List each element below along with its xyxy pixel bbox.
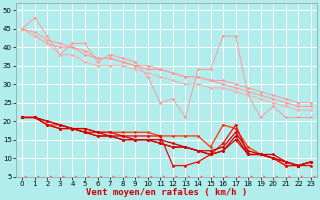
X-axis label: Vent moyen/en rafales ( km/h ): Vent moyen/en rafales ( km/h ) <box>86 188 247 197</box>
